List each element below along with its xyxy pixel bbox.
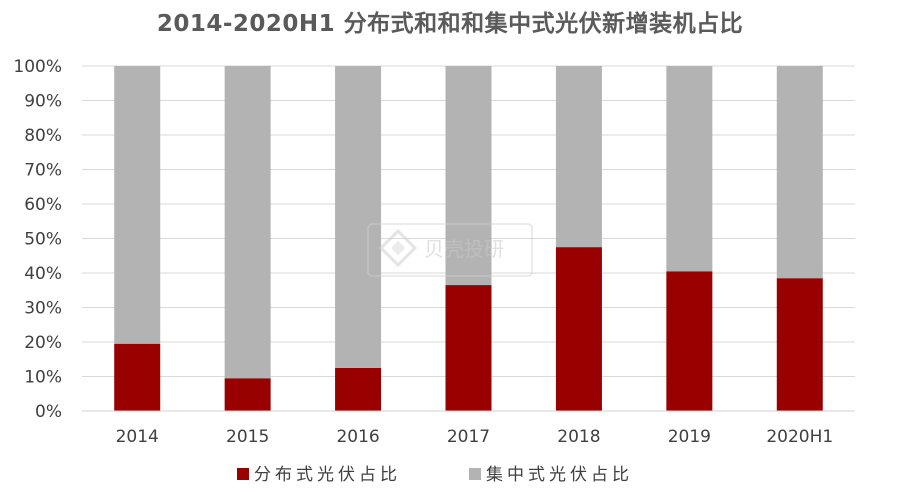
bar-distributed: [666, 271, 713, 411]
chart-title: 2014-2020H1 分布式和和和集中式光伏新增装机占比: [156, 11, 744, 37]
legend-swatch-distributed: [237, 468, 249, 480]
y-tick-label: 20%: [24, 333, 62, 353]
y-tick-label: 10%: [24, 368, 62, 388]
bar-centralized: [224, 66, 271, 379]
y-tick-label: 50%: [24, 230, 62, 250]
y-tick-label: 70%: [24, 161, 62, 181]
x-tick-label: 2018: [557, 427, 600, 447]
bar-centralized: [445, 66, 492, 286]
bars: [114, 66, 823, 411]
x-tick-label: 2014: [116, 427, 159, 447]
bar-centralized: [335, 66, 382, 368]
x-tick-label: 2019: [668, 427, 711, 447]
bar-centralized: [776, 66, 823, 279]
x-axis-ticks: 2014 2015 2016 2017 2018 2019 2020H1: [116, 427, 834, 447]
x-tick-label: 2017: [447, 427, 490, 447]
bar-distributed: [114, 343, 161, 411]
x-tick-label: 2016: [336, 427, 379, 447]
watermark: 贝壳投研: [367, 223, 533, 277]
bar-distributed: [335, 367, 382, 411]
bar-distributed: [555, 247, 602, 411]
legend: 分布式光伏占比 集中式光伏占比: [237, 465, 633, 485]
legend-label-centralized: 集中式光伏占比: [486, 465, 633, 485]
x-tick-label: 2020H1: [766, 427, 833, 447]
bar-centralized: [666, 66, 713, 272]
diamond-logo-icon: [378, 228, 418, 268]
bar-distributed: [776, 278, 823, 411]
legend-label-distributed: 分布式光伏占比: [254, 465, 401, 485]
y-tick-label: 0%: [35, 402, 62, 422]
x-tick-label: 2015: [226, 427, 269, 447]
y-tick-label: 40%: [24, 264, 62, 284]
watermark-brand: 贝壳投研: [424, 237, 504, 261]
bar-centralized: [555, 66, 602, 248]
y-tick-label: 100%: [13, 57, 62, 77]
bar-distributed: [224, 378, 271, 411]
y-axis-ticks: 0% 10% 20% 30% 40% 50% 60% 70% 80% 90% 100%: [13, 57, 62, 422]
y-tick-label: 30%: [24, 299, 62, 319]
y-tick-label: 90%: [24, 92, 62, 112]
bar-centralized: [114, 66, 161, 344]
legend-swatch-centralized: [469, 468, 481, 480]
y-tick-label: 80%: [24, 126, 62, 146]
bar-distributed: [445, 285, 492, 411]
y-tick-label: 60%: [24, 195, 62, 215]
